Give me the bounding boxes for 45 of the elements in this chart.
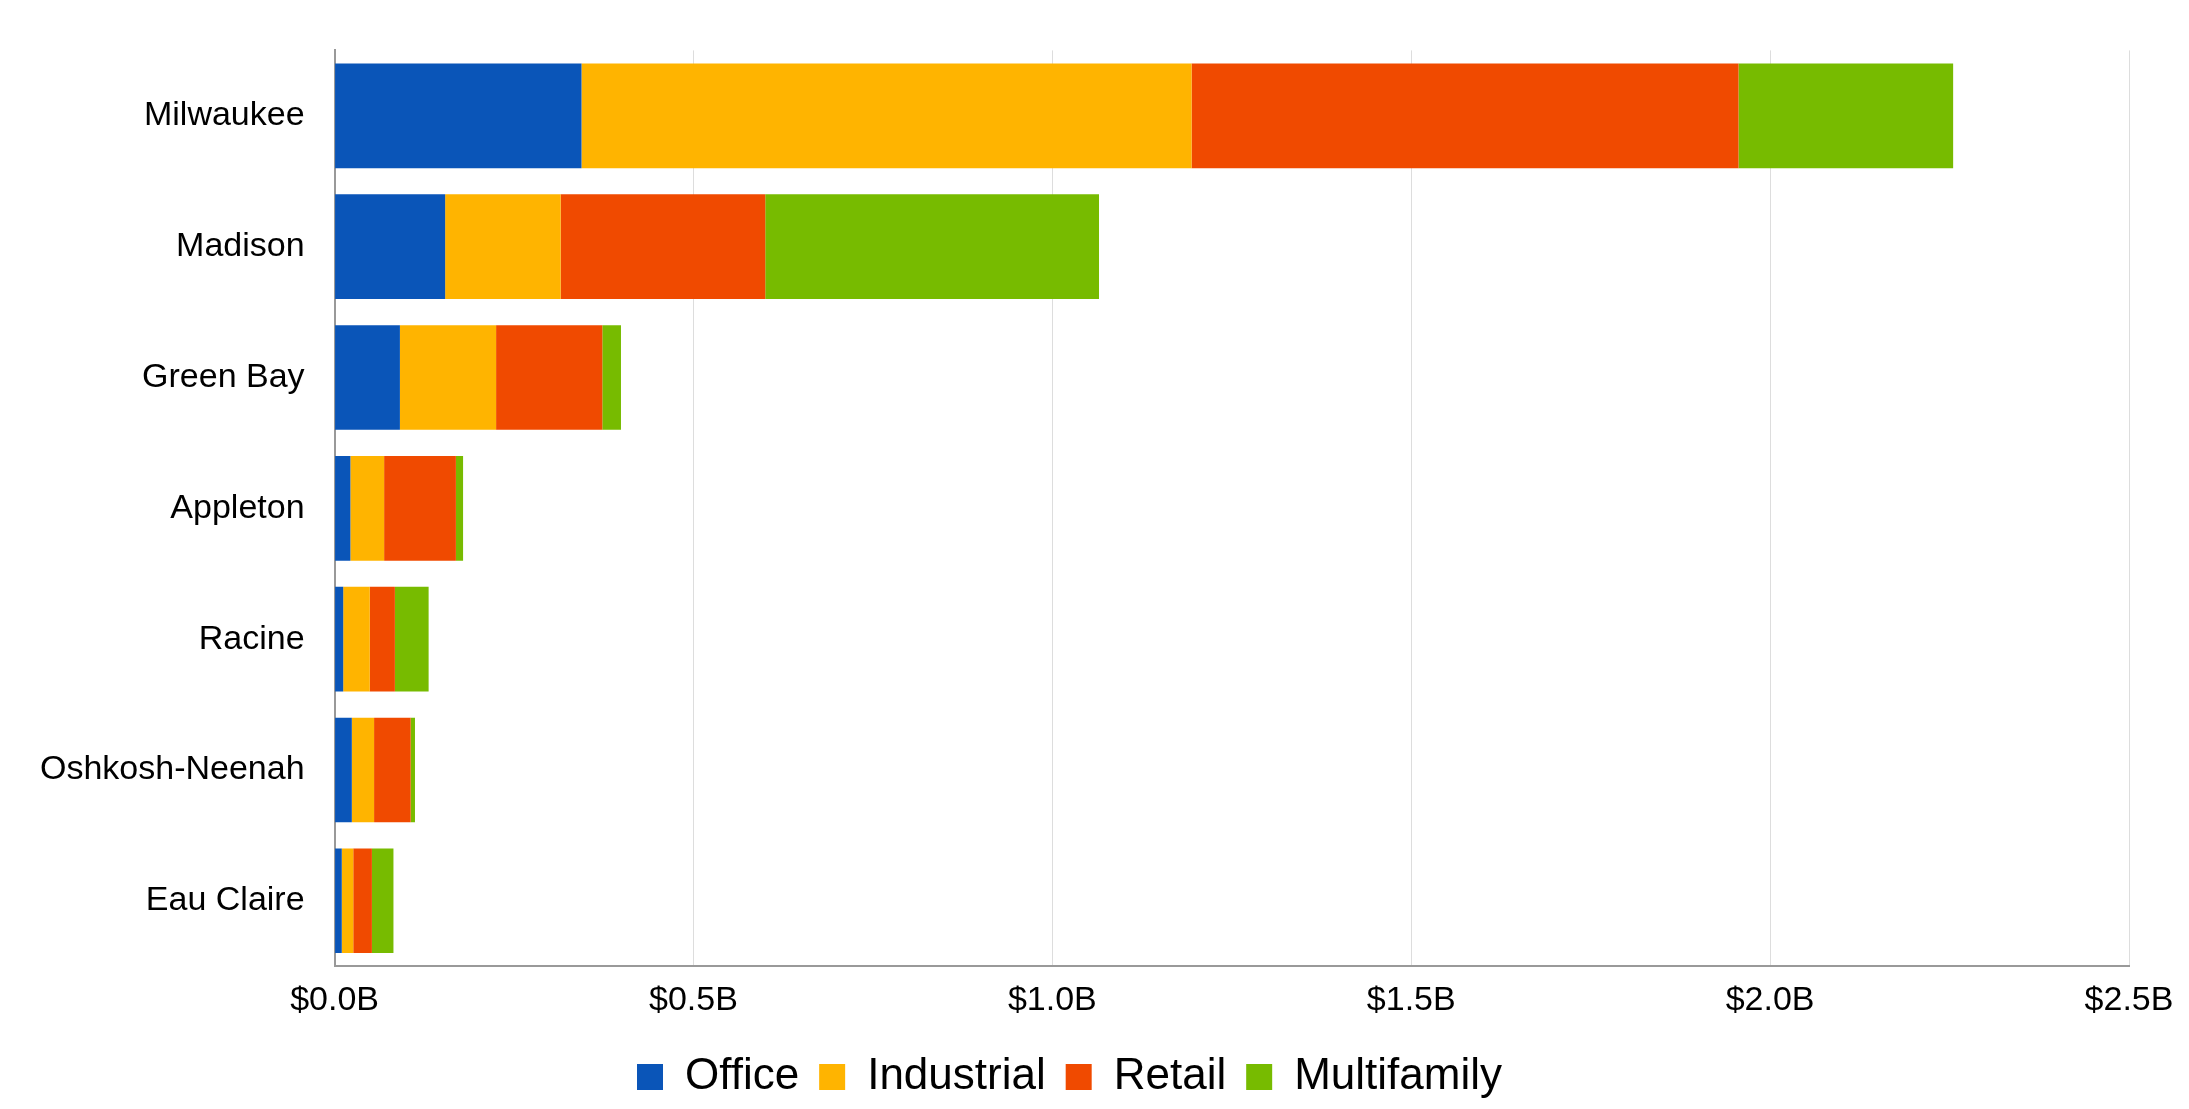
bar — [335, 194, 446, 299]
x-tick-label: $1.0B — [1007, 978, 1097, 1017]
bar — [341, 848, 354, 954]
y-tick-label: Appleton — [170, 486, 305, 525]
bar — [353, 848, 372, 954]
bar — [335, 325, 400, 430]
y-tick-label: Oshkosh-Neenah — [39, 748, 305, 787]
y-tick-label: Eau Claire — [145, 879, 305, 918]
bar — [496, 325, 603, 430]
bar — [445, 194, 561, 299]
bar — [335, 63, 582, 169]
bar — [1738, 63, 1954, 169]
bar — [371, 848, 394, 954]
bar — [602, 325, 621, 430]
bar — [384, 455, 456, 561]
bar — [765, 194, 1100, 299]
bar — [581, 63, 1192, 169]
bar — [343, 586, 370, 692]
bar — [410, 717, 415, 823]
y-tick-label: Racine — [198, 617, 305, 656]
bar — [394, 586, 429, 692]
bar — [335, 455, 351, 561]
bar — [369, 586, 395, 692]
legend-label: Multifamily — [1294, 1049, 1502, 1099]
x-tick-label: $0.5B — [649, 978, 738, 1017]
bar — [1191, 63, 1739, 169]
bar — [399, 325, 497, 430]
bar — [335, 717, 352, 823]
y-tick-label: Milwaukee — [143, 94, 305, 133]
x-tick-label: $2.0B — [1725, 978, 1815, 1017]
legend-label: Retail — [1113, 1049, 1227, 1099]
y-tick-label: Green Bay — [142, 355, 305, 394]
legend-label: Industrial — [867, 1049, 1046, 1099]
bar — [335, 586, 344, 692]
x-tick-label: $1.5B — [1366, 978, 1456, 1017]
bar — [455, 455, 464, 561]
bar — [351, 717, 375, 823]
bar — [560, 194, 766, 299]
bar — [350, 455, 385, 561]
legend-label: Office — [685, 1049, 800, 1099]
x-tick-label: $0.0B — [290, 978, 380, 1017]
bar — [374, 717, 411, 823]
y-tick-label: Madison — [176, 225, 305, 264]
x-tick-label: $2.5B — [2084, 978, 2174, 1017]
bar — [335, 848, 342, 954]
